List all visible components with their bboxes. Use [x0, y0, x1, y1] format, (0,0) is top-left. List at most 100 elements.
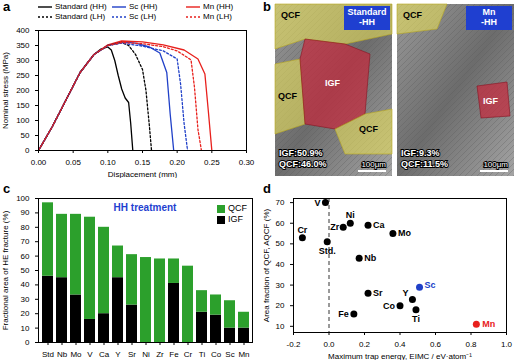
svg-text:0.6: 0.6 — [430, 340, 442, 349]
svg-text:30: 30 — [21, 295, 30, 304]
svg-text:0.10: 0.10 — [100, 158, 116, 167]
html-text:IGF: IGF — [228, 214, 243, 224]
svg-text:Nb: Nb — [57, 350, 68, 359]
svg-text:-HH: -HH — [359, 17, 375, 27]
svg-text:20: 20 — [276, 301, 285, 310]
svg-text:10: 10 — [276, 322, 285, 331]
svg-text:0.25: 0.25 — [204, 158, 220, 167]
svg-text:Fractional area of HE fracture: Fractional area of HE fracture (%) — [1, 210, 10, 330]
svg-text:50: 50 — [276, 239, 285, 248]
svg-text:Sr: Sr — [128, 350, 136, 359]
svg-text:Sc: Sc — [225, 350, 234, 359]
svg-text:Ca: Ca — [99, 350, 110, 359]
svg-text:300: 300 — [16, 56, 30, 65]
svg-text:Cr: Cr — [297, 225, 307, 235]
svg-text:250: 250 — [16, 71, 30, 80]
svg-text:40: 40 — [276, 260, 285, 269]
svg-text:100μm: 100μm — [483, 160, 508, 169]
svg-text:0.05: 0.05 — [65, 158, 81, 167]
svg-text:0.2: 0.2 — [359, 340, 371, 349]
svg-text:QCF: QCF — [403, 10, 423, 20]
svg-text:Co: Co — [211, 350, 222, 359]
svg-text:Ni: Ni — [346, 210, 355, 220]
svg-text:0.0: 0.0 — [323, 340, 335, 349]
svg-text:QCF:11.5%: QCF:11.5% — [401, 159, 448, 169]
svg-text:QCF:46.0%: QCF:46.0% — [279, 159, 327, 169]
svg-text:0.8: 0.8 — [465, 340, 477, 349]
svg-text:0.4: 0.4 — [394, 340, 406, 349]
svg-text:100: 100 — [16, 194, 30, 203]
svg-text:1.0: 1.0 — [501, 340, 513, 349]
svg-text:Fe: Fe — [338, 309, 349, 319]
svg-text:Ni: Ni — [142, 350, 150, 359]
svg-text:Mn: Mn — [482, 319, 495, 329]
svg-text:0.00: 0.00 — [31, 158, 47, 167]
svg-text:Fe: Fe — [169, 350, 179, 359]
svg-text:Zr: Zr — [330, 222, 339, 232]
svg-text:0: 0 — [25, 338, 30, 347]
svg-text:Mn: Mn — [238, 350, 249, 359]
svg-text:Sr: Sr — [373, 288, 383, 298]
svg-text:150: 150 — [16, 101, 30, 110]
svg-text:IGF:50.9%: IGF:50.9% — [279, 148, 323, 158]
svg-text:Co: Co — [383, 301, 395, 311]
svg-text:IGF:9.3%: IGF:9.3% — [401, 148, 440, 158]
svg-text:QCF: QCF — [359, 124, 379, 134]
svg-text:350: 350 — [16, 41, 30, 50]
svg-text:80: 80 — [21, 223, 30, 232]
svg-text:0.30: 0.30 — [239, 158, 255, 167]
html-text:Mn (HH): Mn (HH) — [203, 2, 234, 11]
svg-text:Ti: Ti — [199, 350, 206, 359]
svg-text:60: 60 — [276, 219, 285, 228]
svg-text:-0.2: -0.2 — [287, 340, 301, 349]
html-text:Sc (LH): Sc (LH) — [129, 12, 157, 21]
svg-text:100: 100 — [16, 116, 30, 125]
svg-text:Std.: Std. — [319, 246, 336, 256]
svg-text:Ti: Ti — [412, 314, 420, 324]
svg-text:70: 70 — [276, 198, 285, 207]
svg-text:V: V — [314, 198, 320, 208]
svg-text:Nb: Nb — [364, 253, 376, 263]
html-text:Standard (HH): Standard (HH) — [55, 2, 107, 11]
svg-text:Ca: Ca — [373, 220, 385, 230]
svg-text:Y: Y — [115, 350, 121, 359]
html-text:Sc (HH): Sc (HH) — [129, 2, 158, 11]
svg-text:Sc: Sc — [425, 280, 436, 290]
svg-text:Nominal stress (MPa): Nominal stress (MPa) — [1, 52, 10, 129]
svg-text:0.15: 0.15 — [135, 158, 151, 167]
svg-text:Mo: Mo — [398, 228, 411, 238]
svg-text:-HH: -HH — [481, 17, 497, 27]
svg-text:V: V — [87, 350, 93, 359]
svg-text:100μm: 100μm — [361, 160, 386, 169]
svg-text:60: 60 — [21, 252, 30, 261]
svg-text:400: 400 — [16, 26, 30, 35]
svg-text:QCF: QCF — [281, 10, 301, 20]
html-text:Standard (LH): Standard (LH) — [55, 12, 106, 21]
svg-text:Maximum trap energy, EIMC / eV: Maximum trap energy, EIMC / eV·atom⁻¹ — [328, 352, 472, 361]
svg-text:200: 200 — [16, 86, 30, 95]
svg-text:QCF: QCF — [278, 91, 298, 101]
svg-text:Standard: Standard — [347, 7, 386, 17]
svg-text:50: 50 — [21, 131, 30, 140]
svg-text:20: 20 — [21, 309, 30, 318]
svg-text:IGF: IGF — [325, 78, 341, 88]
svg-text:Displacement (mm): Displacement (mm) — [108, 170, 178, 179]
svg-text:40: 40 — [21, 280, 30, 289]
svg-text:Cr: Cr — [184, 350, 193, 359]
svg-text:Std: Std — [42, 350, 54, 359]
svg-text:IGF: IGF — [483, 96, 499, 106]
svg-text:70: 70 — [21, 237, 30, 246]
html-text:HH treatment: HH treatment — [113, 202, 177, 213]
svg-text:30: 30 — [276, 281, 285, 290]
svg-text:Mn: Mn — [483, 7, 496, 17]
svg-text:90: 90 — [21, 208, 30, 217]
svg-text:50: 50 — [21, 266, 30, 275]
svg-text:0.20: 0.20 — [169, 158, 185, 167]
svg-text:Zr: Zr — [156, 350, 164, 359]
svg-text:0: 0 — [25, 146, 30, 155]
svg-text:Mo: Mo — [70, 350, 82, 359]
svg-text:Area fraction of QCF, AQCF (%): Area fraction of QCF, AQCF (%) — [262, 208, 271, 322]
html-text:QCF: QCF — [228, 203, 247, 213]
svg-text:Y: Y — [402, 288, 408, 298]
svg-text:10: 10 — [21, 324, 30, 333]
